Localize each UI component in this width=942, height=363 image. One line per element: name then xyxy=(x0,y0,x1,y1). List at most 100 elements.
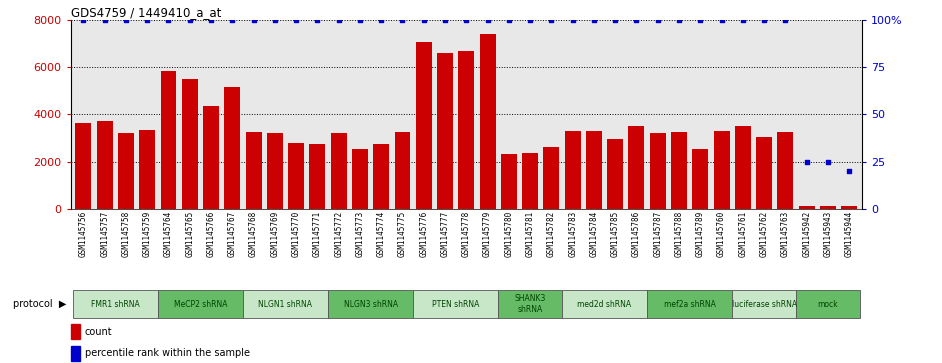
Point xyxy=(586,17,601,23)
Point xyxy=(182,17,197,23)
Text: GSM1145757: GSM1145757 xyxy=(100,211,109,257)
Point xyxy=(841,168,856,174)
Text: NLGN1 shRNA: NLGN1 shRNA xyxy=(258,299,313,309)
Bar xyxy=(97,121,113,209)
Bar xyxy=(414,290,498,318)
Text: GSM1145763: GSM1145763 xyxy=(781,211,789,257)
Text: GSM1145776: GSM1145776 xyxy=(419,211,429,257)
Point xyxy=(650,17,665,23)
Text: PTEN shRNA: PTEN shRNA xyxy=(432,299,479,309)
Text: SHANK3
shRNA: SHANK3 shRNA xyxy=(514,294,545,314)
Bar xyxy=(243,290,328,318)
Text: GSM1145779: GSM1145779 xyxy=(483,211,492,257)
Bar xyxy=(820,206,836,209)
Bar xyxy=(650,133,666,209)
Text: GSM1145783: GSM1145783 xyxy=(568,211,577,257)
Point xyxy=(374,17,389,23)
Bar xyxy=(328,290,414,318)
Text: GSM1145773: GSM1145773 xyxy=(355,211,365,257)
Bar xyxy=(139,130,155,209)
Bar xyxy=(203,106,219,209)
Bar xyxy=(71,346,80,361)
Text: GSM1145768: GSM1145768 xyxy=(249,211,258,257)
Text: GSM1145944: GSM1145944 xyxy=(845,211,853,257)
Bar xyxy=(395,132,411,209)
Point xyxy=(437,17,452,23)
Point xyxy=(332,17,347,23)
Point xyxy=(672,17,687,23)
Bar xyxy=(415,42,431,209)
Bar xyxy=(544,147,560,209)
Point xyxy=(161,17,176,23)
Point xyxy=(608,17,623,23)
Text: GSM1145761: GSM1145761 xyxy=(739,211,747,257)
Bar xyxy=(732,290,796,318)
Text: GSM1145775: GSM1145775 xyxy=(398,211,407,257)
Bar xyxy=(671,132,687,209)
Point xyxy=(352,17,367,23)
Bar xyxy=(777,132,793,209)
Text: GSM1145789: GSM1145789 xyxy=(696,211,705,257)
Bar xyxy=(373,144,389,209)
Point xyxy=(76,17,91,23)
Text: GSM1145777: GSM1145777 xyxy=(441,211,449,257)
Bar xyxy=(267,133,283,209)
Point xyxy=(225,17,240,23)
Bar xyxy=(756,137,772,209)
Bar xyxy=(479,34,495,209)
Point xyxy=(310,17,325,23)
Text: GSM1145788: GSM1145788 xyxy=(674,211,684,257)
Point xyxy=(139,17,154,23)
Text: GSM1145766: GSM1145766 xyxy=(206,211,216,257)
Bar xyxy=(459,51,474,209)
Text: med2d shRNA: med2d shRNA xyxy=(577,299,632,309)
Point xyxy=(501,17,516,23)
Text: GSM1145762: GSM1145762 xyxy=(759,211,769,257)
Bar xyxy=(799,206,815,209)
Bar xyxy=(182,79,198,209)
Text: GSM1145786: GSM1145786 xyxy=(632,211,641,257)
Text: GSM1145759: GSM1145759 xyxy=(143,211,152,257)
Text: GSM1145785: GSM1145785 xyxy=(610,211,620,257)
Point xyxy=(288,17,303,23)
Point xyxy=(119,17,134,23)
Bar xyxy=(647,290,732,318)
Text: GSM1145771: GSM1145771 xyxy=(313,211,322,257)
Point xyxy=(523,17,538,23)
Bar xyxy=(735,126,751,209)
Text: NLGN3 shRNA: NLGN3 shRNA xyxy=(344,299,398,309)
Point xyxy=(246,17,261,23)
Bar xyxy=(796,290,860,318)
Text: luciferase shRNA: luciferase shRNA xyxy=(732,299,797,309)
Text: GSM1145758: GSM1145758 xyxy=(122,211,130,257)
Point xyxy=(565,17,580,23)
Text: GSM1145781: GSM1145781 xyxy=(526,211,535,257)
Text: mock: mock xyxy=(818,299,838,309)
Point xyxy=(820,159,836,164)
Text: GSM1145787: GSM1145787 xyxy=(653,211,662,257)
Text: GSM1145784: GSM1145784 xyxy=(590,211,598,257)
Bar xyxy=(73,290,158,318)
Text: GSM1145770: GSM1145770 xyxy=(292,211,300,257)
Text: GSM1145769: GSM1145769 xyxy=(270,211,280,257)
Bar xyxy=(160,71,176,209)
Bar xyxy=(501,155,517,209)
Text: GSM1145943: GSM1145943 xyxy=(823,211,833,257)
Point xyxy=(416,17,431,23)
Bar xyxy=(309,144,325,209)
Text: GDS4759 / 1449410_a_at: GDS4759 / 1449410_a_at xyxy=(71,6,221,19)
Point xyxy=(97,17,112,23)
Point xyxy=(736,17,751,23)
Text: GSM1145780: GSM1145780 xyxy=(504,211,513,257)
Point xyxy=(459,17,474,23)
Bar xyxy=(564,131,580,209)
Bar xyxy=(71,324,80,339)
Point xyxy=(629,17,644,23)
Point xyxy=(692,17,707,23)
Point xyxy=(778,17,793,23)
Point xyxy=(268,17,283,23)
Bar xyxy=(352,148,368,209)
Bar xyxy=(498,290,562,318)
Text: FMR1 shRNA: FMR1 shRNA xyxy=(91,299,139,309)
Text: count: count xyxy=(85,327,113,337)
